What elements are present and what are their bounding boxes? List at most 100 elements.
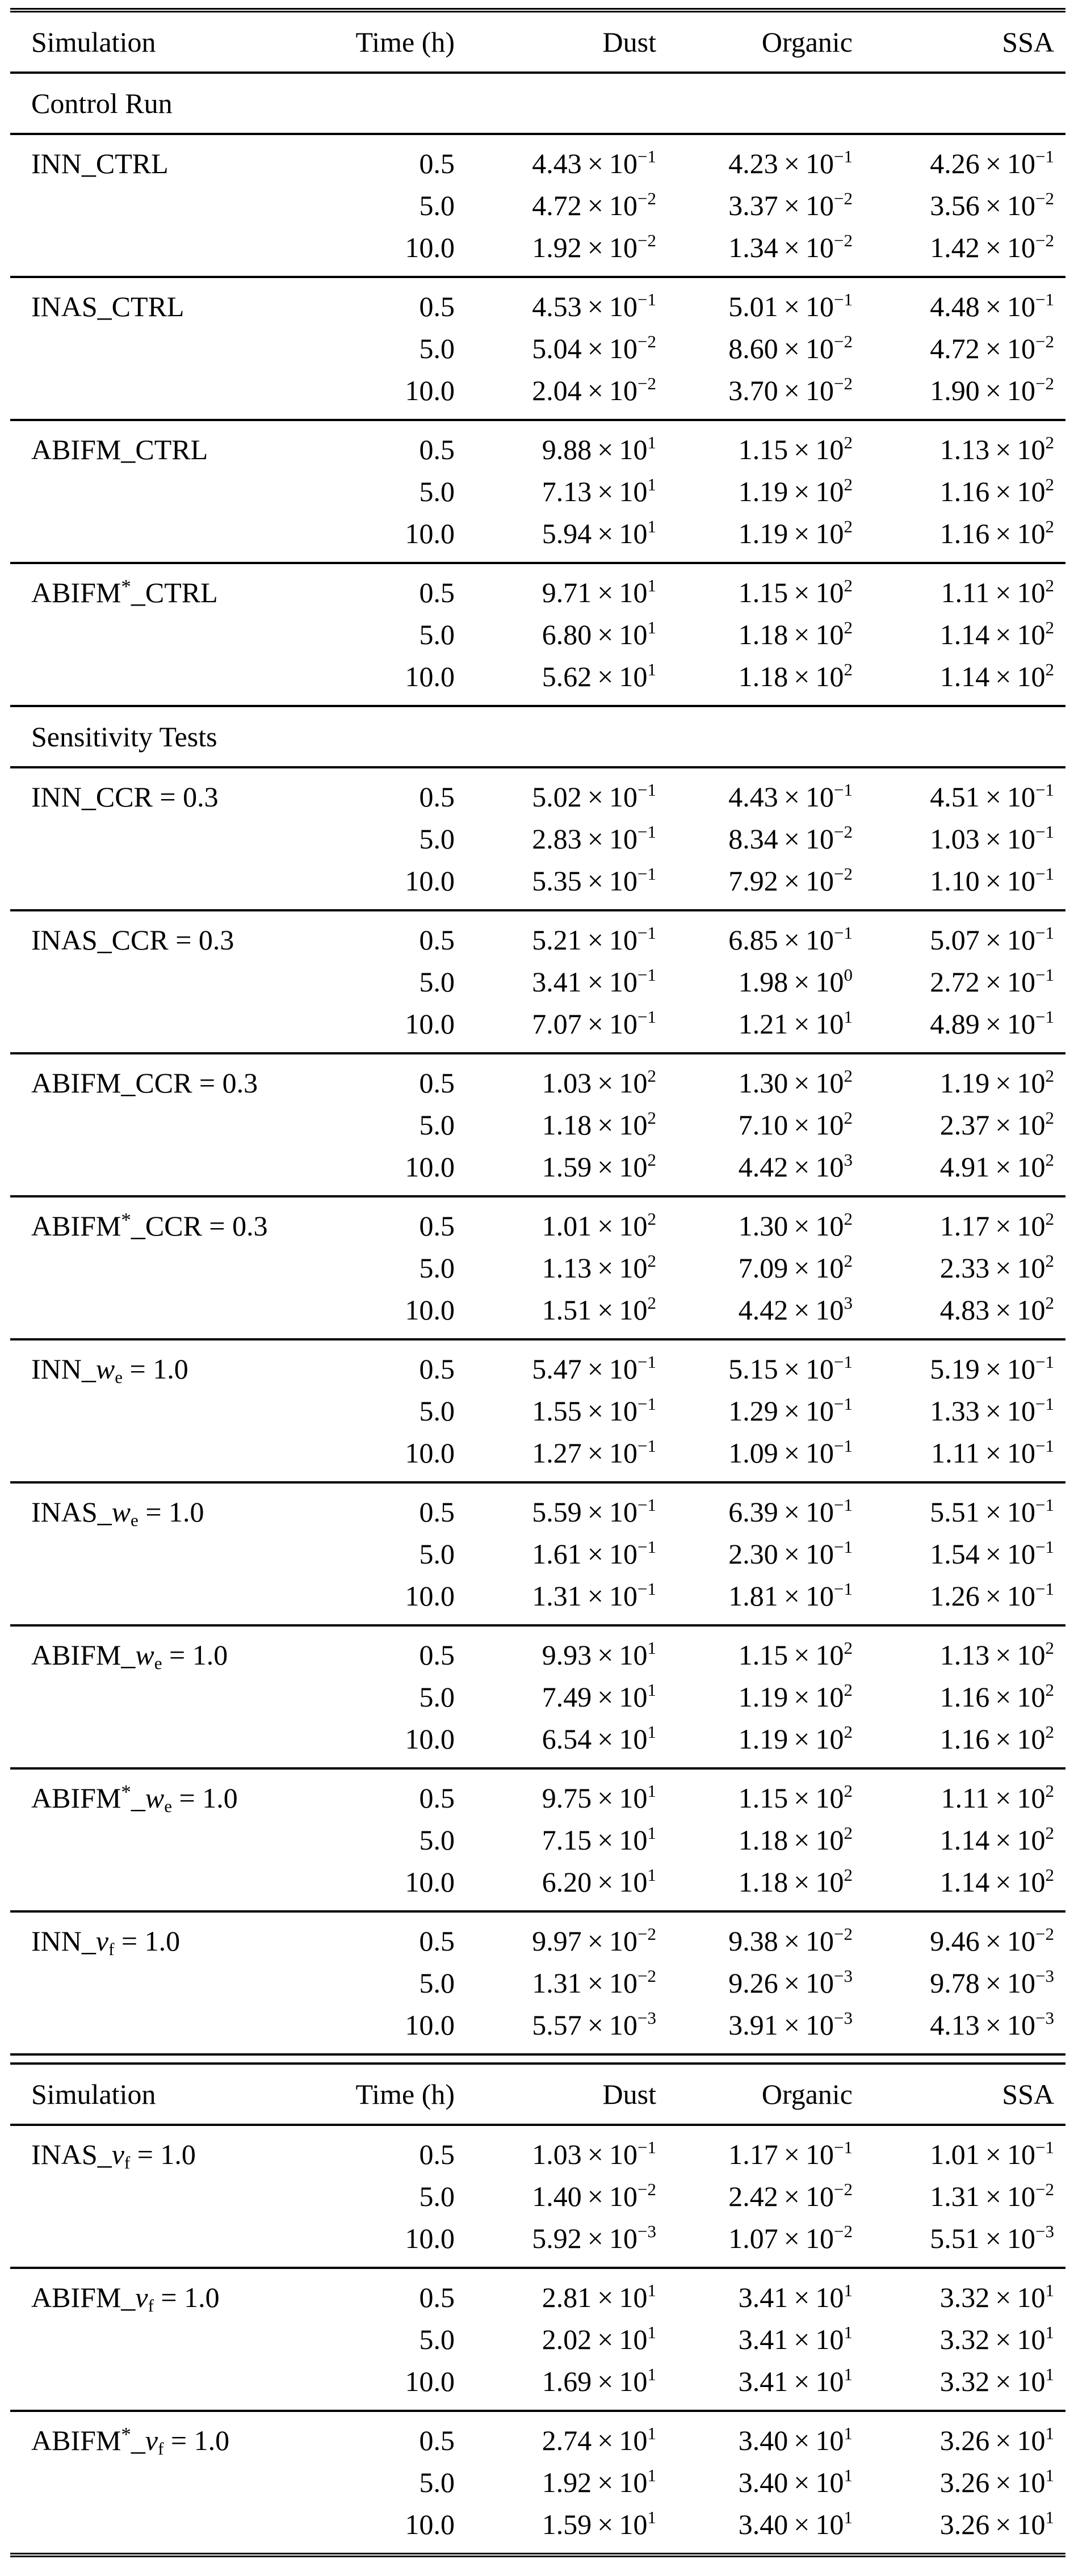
value-exponent: 1 xyxy=(1045,2507,1055,2528)
simulation-name: INAS_CTRL xyxy=(10,277,294,327)
times-ten-text: × 10 xyxy=(778,1925,834,1957)
value-exponent: −3 xyxy=(1035,2008,1054,2028)
times-ten-text: × 10 xyxy=(788,966,844,998)
value-mantissa: 1.42 xyxy=(930,232,980,263)
results-table-2: Simulation Time (h) Dust Organic SSA INAS_vf … xyxy=(10,2062,1065,2557)
value-exponent: 2 xyxy=(844,1108,853,1128)
ssa-value-cell: 3.26 × 101 xyxy=(853,2461,1065,2503)
value-exponent: 2 xyxy=(647,1066,657,1086)
value-mantissa: 6.80 xyxy=(542,619,592,650)
table-row: INAS_CCR = 0.3 0.5 5.21 × 10−1 6.85 × 10−1 5… xyxy=(10,910,1065,961)
table-row: ABIFM_vf = 1.0 0.5 2.81 × 101 3.41 × 101 3.3… xyxy=(10,2268,1065,2318)
organic-value-cell: 9.26 × 10−3 xyxy=(656,1962,853,2004)
dust-value-cell: 4.72 × 10−2 xyxy=(455,184,656,226)
section-row: Control Run xyxy=(10,73,1065,134)
table-row: 5.0 1.92 × 101 3.40 × 101 3.26 × 101 xyxy=(10,2461,1065,2503)
value-mantissa: 1.19 xyxy=(738,1681,788,1713)
value-mantissa: 3.41 xyxy=(738,2365,788,2397)
ssa-value-cell: 1.11 × 10−1 xyxy=(853,1432,1065,1482)
value-mantissa: 1.18 xyxy=(738,1866,788,1898)
organic-value-cell: 2.42 × 10−2 xyxy=(656,2175,853,2217)
value-exponent: 1 xyxy=(647,2280,657,2301)
value-exponent: −2 xyxy=(834,373,853,394)
times-ten-text: × 10 xyxy=(788,1294,844,1326)
value-exponent: 2 xyxy=(647,1209,657,1229)
times-ten-text: × 10 xyxy=(591,2365,648,2397)
organic-value-cell: 2.30 × 10−1 xyxy=(656,1533,853,1575)
section-title: Sensitivity Tests xyxy=(31,721,217,753)
times-ten-text: × 10 xyxy=(979,865,1036,897)
value-mantissa: 1.19 xyxy=(738,1723,788,1755)
value-mantissa: 2.42 xyxy=(728,2180,778,2212)
simulation-name-part: v xyxy=(135,2281,148,2313)
times-ten-text: × 10 xyxy=(979,781,1036,813)
simulation-name-part: = 1.0 xyxy=(163,2424,230,2456)
times-ten-text: × 10 xyxy=(979,190,1036,221)
times-ten-text: × 10 xyxy=(591,1639,648,1671)
value-mantissa: 4.42 xyxy=(738,1151,788,1183)
column-header-ssa: SSA xyxy=(1002,26,1054,58)
simulation-name-part: f xyxy=(158,2438,164,2459)
value-mantissa: 1.54 xyxy=(930,1538,980,1570)
time-cell: 5.0 xyxy=(419,1681,455,1713)
table-row: ABIFM_CTRL 0.5 9.88 × 101 1.15 × 102 1.13 × … xyxy=(10,420,1065,470)
simulation-name-part: _CTRL xyxy=(131,577,218,608)
value-mantissa: 1.03 xyxy=(542,1067,592,1099)
dust-value-cell: 6.80 × 101 xyxy=(455,613,656,655)
value-exponent: 1 xyxy=(647,1638,657,1658)
simulation-name-empty xyxy=(10,1432,294,1482)
times-ten-text: × 10 xyxy=(581,291,638,322)
value-exponent: 1 xyxy=(647,1823,657,1843)
value-mantissa: 7.92 xyxy=(728,865,778,897)
simulation-name-empty xyxy=(10,226,294,277)
ssa-value-cell: 4.48 × 10−1 xyxy=(853,277,1065,327)
value-mantissa: 1.16 xyxy=(939,518,990,549)
times-ten-text: × 10 xyxy=(778,375,834,406)
value-exponent: −1 xyxy=(1035,965,1054,985)
table-row: 10.0 1.59 × 101 3.40 × 101 3.26 × 101 xyxy=(10,2503,1065,2553)
value-exponent: −1 xyxy=(637,965,656,985)
group-abifm-vf: ABIFM_vf = 1.0 0.5 2.81 × 101 3.41 × 101 3.3… xyxy=(10,2268,1065,2411)
value-exponent: −1 xyxy=(637,780,656,800)
times-ten-text: × 10 xyxy=(788,1008,844,1040)
time-cell: 10.0 xyxy=(405,2365,455,2397)
times-ten-text: × 10 xyxy=(788,1866,844,1898)
value-exponent: 1 xyxy=(1045,2280,1055,2301)
times-ten-text: × 10 xyxy=(778,333,834,364)
value-mantissa: 4.83 xyxy=(939,1294,990,1326)
times-ten-text: × 10 xyxy=(591,1866,648,1898)
times-ten-text: × 10 xyxy=(979,2138,1036,2170)
value-mantissa: 1.59 xyxy=(542,2508,592,2540)
value-mantissa: 1.55 xyxy=(532,1395,582,1427)
times-ten-text: × 10 xyxy=(989,1782,1046,1814)
column-header-dust: Dust xyxy=(602,2078,656,2110)
times-ten-text: × 10 xyxy=(989,518,1046,549)
value-mantissa: 1.17 xyxy=(728,2138,778,2170)
value-mantissa: 1.30 xyxy=(738,1067,788,1099)
ssa-value-cell: 1.14 × 102 xyxy=(853,1861,1065,1911)
value-mantissa: 3.26 xyxy=(939,2466,990,2498)
dust-value-cell: 2.83 × 10−1 xyxy=(455,818,656,860)
organic-value-cell: 3.41 × 101 xyxy=(656,2268,853,2318)
organic-value-cell: 9.38 × 10−2 xyxy=(656,1911,853,1962)
time-cell: 0.5 xyxy=(419,1782,455,1814)
time-cell: 10.0 xyxy=(405,232,455,263)
dust-value-cell: 5.35 × 10−1 xyxy=(455,860,656,910)
simulation-name-part: e xyxy=(131,1510,139,1530)
simulation-name-empty xyxy=(10,961,294,1003)
simulation-name-empty xyxy=(10,1390,294,1432)
value-exponent: 2 xyxy=(1045,617,1055,638)
value-exponent: 2 xyxy=(844,1722,853,1742)
value-exponent: 2 xyxy=(1045,575,1055,596)
times-ten-text: × 10 xyxy=(979,1395,1036,1427)
times-ten-text: × 10 xyxy=(979,1437,1036,1469)
value-exponent: 1 xyxy=(647,1865,657,1885)
simulation-name-part: = 1.0 xyxy=(138,1496,204,1528)
times-ten-text: × 10 xyxy=(778,924,834,956)
times-ten-text: × 10 xyxy=(989,1210,1046,1242)
value-mantissa: 2.72 xyxy=(930,966,980,998)
ssa-value-cell: 9.78 × 10−3 xyxy=(853,1962,1065,2004)
value-mantissa: 1.01 xyxy=(930,2138,980,2170)
value-mantissa: 5.07 xyxy=(930,924,980,956)
